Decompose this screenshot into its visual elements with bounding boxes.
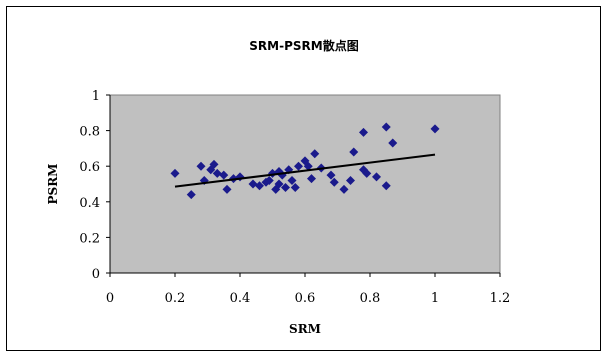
y-axis-label: PSRM [46, 164, 60, 205]
plot-area [109, 94, 501, 274]
data-point [281, 183, 290, 193]
x-axis-ticks: 0 0.2 0.4 0.6 0.8 1 1.2 [106, 272, 511, 306]
y-tick-label: 0.6 [79, 160, 100, 175]
chart-frame: SRM-PSRM散点图 0 0.2 0.4 0.6 0.8 1 0 0.2 0.4 0.6 0.8… [6, 6, 601, 351]
y-axis-ticks: 0 0.2 0.4 0.6 0.8 1 [79, 89, 111, 282]
x-tick-label: 0.4 [230, 291, 251, 306]
data-point [264, 175, 274, 185]
data-point [287, 175, 297, 185]
trendline [174, 153, 436, 188]
scatter-chart: SRM-PSRM散点图 0 0.2 0.4 0.6 0.8 1 0 0.2 0.4 0.6 0.8… [46, 38, 511, 336]
data-point [349, 147, 359, 157]
data-point [372, 172, 381, 182]
x-axis-label: SRM [289, 322, 321, 336]
y-tick-label: 0.2 [79, 231, 100, 246]
chart-title: SRM-PSRM散点图 [249, 38, 358, 53]
data-point [346, 175, 355, 185]
x-tick-label: 0.2 [165, 291, 186, 306]
y-tick-label: 0.8 [79, 125, 100, 140]
x-tick-label: 0.8 [360, 291, 381, 306]
data-point [248, 179, 258, 189]
data-point [310, 149, 320, 159]
data-point [209, 159, 219, 169]
data-point [329, 177, 339, 187]
data-point [388, 138, 398, 148]
y-tick-label: 0.4 [79, 196, 100, 211]
data-point [303, 161, 313, 171]
data-point [222, 184, 232, 194]
y-tick-label: 0 [92, 267, 100, 282]
data-point [196, 161, 206, 171]
data-point [362, 168, 372, 178]
data-point [326, 170, 336, 180]
data-point [307, 174, 316, 184]
data-point [359, 127, 368, 137]
data-point [339, 184, 349, 194]
y-tick-label: 1 [92, 89, 100, 104]
x-tick-label: 1 [431, 291, 439, 306]
data-point [381, 181, 391, 191]
data-point [219, 170, 229, 180]
data-point [294, 161, 303, 171]
x-tick-label: 0.6 [295, 291, 316, 306]
x-tick-label: 1.2 [490, 291, 511, 306]
data-point [186, 190, 196, 200]
x-tick-label: 0 [106, 291, 114, 306]
data-point [381, 122, 391, 132]
data-point [290, 183, 300, 193]
data-point [430, 124, 440, 134]
data-point [255, 181, 264, 191]
data-point [212, 168, 222, 178]
data-points [170, 122, 440, 200]
data-point [274, 179, 284, 189]
data-point [170, 168, 180, 178]
